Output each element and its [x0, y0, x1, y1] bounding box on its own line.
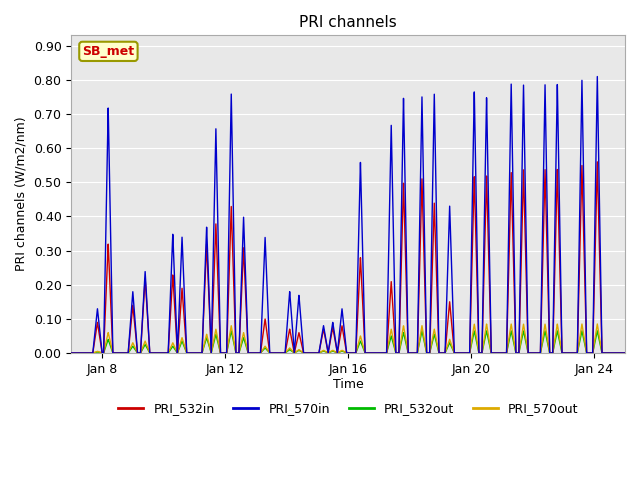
- PRI_570out: [593, 321, 601, 327]
- PRI_570in: [419, 156, 427, 161]
- PRI_532in: [478, 350, 486, 356]
- PRI_532in: [395, 349, 403, 355]
- PRI_570in: [395, 349, 403, 355]
- PRI_570out: [395, 350, 403, 356]
- PRI_570in: [478, 350, 486, 356]
- PRI_532in: [621, 350, 629, 356]
- Line: PRI_532in: PRI_532in: [71, 162, 625, 353]
- Legend: PRI_532in, PRI_570in, PRI_532out, PRI_570out: PRI_532in, PRI_570in, PRI_532out, PRI_57…: [113, 397, 583, 420]
- Line: PRI_532out: PRI_532out: [71, 331, 625, 353]
- PRI_532in: [95, 331, 103, 336]
- Title: PRI channels: PRI channels: [300, 15, 397, 30]
- PRI_570in: [508, 89, 515, 95]
- Y-axis label: PRI channels (W/m2/nm): PRI channels (W/m2/nm): [15, 117, 28, 272]
- PRI_570out: [621, 350, 629, 356]
- PRI_570out: [95, 349, 103, 355]
- Line: PRI_570in: PRI_570in: [71, 76, 625, 353]
- PRI_532out: [478, 350, 486, 356]
- PRI_532out: [67, 350, 75, 356]
- PRI_570out: [268, 350, 276, 356]
- PRI_532out: [268, 350, 276, 356]
- PRI_532out: [621, 350, 629, 356]
- PRI_570out: [67, 350, 75, 356]
- PRI_532in: [419, 217, 427, 223]
- PRI_532out: [95, 349, 103, 355]
- PRI_532out: [395, 350, 403, 356]
- PRI_532out: [508, 329, 515, 335]
- PRI_570out: [508, 322, 515, 328]
- PRI_532in: [593, 159, 601, 165]
- PRI_532in: [268, 350, 276, 356]
- PRI_570in: [621, 350, 629, 356]
- PRI_532out: [418, 328, 426, 334]
- X-axis label: Time: Time: [333, 379, 364, 392]
- PRI_570in: [268, 350, 276, 356]
- PRI_570in: [67, 350, 75, 356]
- PRI_532in: [67, 350, 75, 356]
- Line: PRI_570out: PRI_570out: [71, 324, 625, 353]
- PRI_570out: [478, 350, 486, 356]
- PRI_570in: [593, 73, 601, 79]
- PRI_532in: [508, 175, 515, 181]
- Text: SB_met: SB_met: [83, 45, 134, 58]
- PRI_570in: [95, 322, 103, 328]
- PRI_570out: [419, 329, 427, 335]
- PRI_532out: [419, 334, 427, 339]
